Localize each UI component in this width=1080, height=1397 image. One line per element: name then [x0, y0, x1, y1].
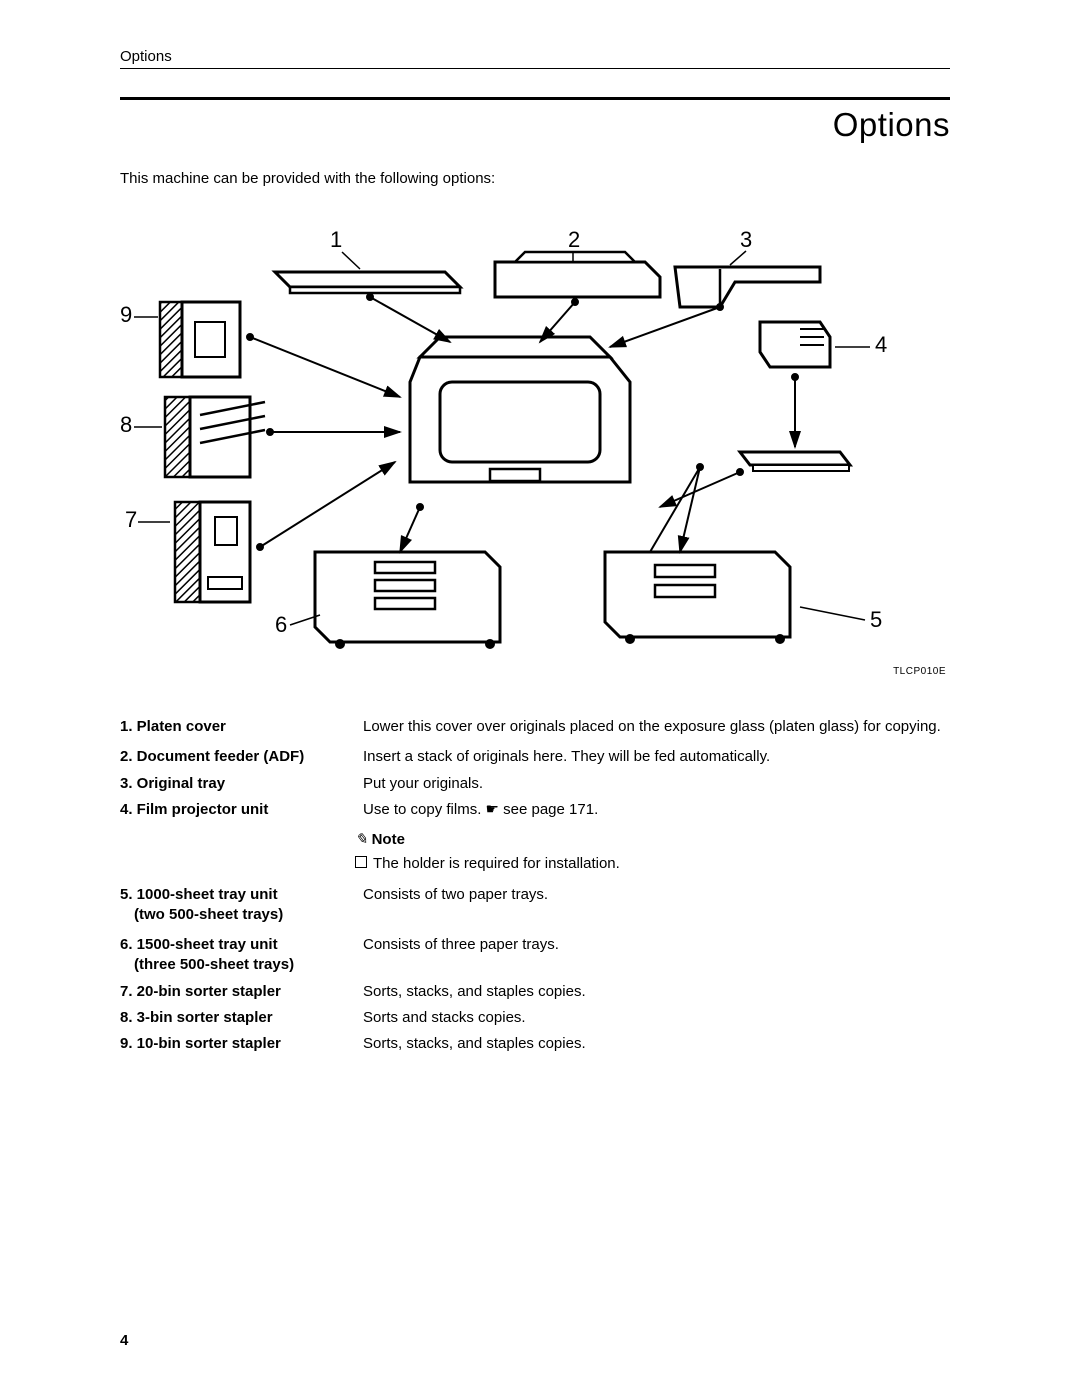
- checkbox-icon: [355, 856, 367, 868]
- option-name-6: 6. 1500-sheet tray unit (three 500-sheet…: [120, 935, 363, 976]
- svg-text:1: 1: [330, 227, 342, 252]
- option-9-10bin-sorter: [160, 302, 240, 377]
- svg-text:6: 6: [275, 612, 287, 637]
- section-title: Options: [120, 106, 950, 144]
- option-3-original-tray: [675, 267, 820, 307]
- option-desc-4: Use to copy films. ☛ see page 171.: [363, 800, 950, 820]
- option-7-20bin-sorter: [175, 502, 250, 602]
- option-6-1500-tray: [315, 552, 500, 649]
- pencil-icon: ✎: [355, 831, 368, 848]
- option-name-3: 3. Original tray: [120, 774, 363, 794]
- diagram-code: TLCP010E: [893, 666, 946, 677]
- option-name-8: 8. 3-bin sorter stapler: [120, 1008, 363, 1028]
- section-rule: [120, 97, 950, 100]
- option-desc-8: Sorts and stacks copies.: [363, 1008, 950, 1028]
- note-item-text: The holder is required for installation.: [373, 855, 620, 872]
- svg-text:5: 5: [870, 607, 882, 632]
- option-name-5: 5. 1000-sheet tray unit (two 500-sheet t…: [120, 885, 363, 926]
- option-desc-1: Lower this cover over originals placed o…: [363, 717, 950, 737]
- option-desc-5: Consists of two paper trays.: [363, 885, 950, 905]
- option-desc-6: Consists of three paper trays.: [363, 935, 950, 955]
- option-desc-2: Insert a stack of originals here. They w…: [363, 747, 950, 767]
- note-block: ✎Note The holder is required for install…: [355, 830, 950, 875]
- svg-text:2: 2: [568, 227, 580, 252]
- option-name-1: 1. Platen cover: [120, 717, 363, 737]
- option-desc-3: Put your originals.: [363, 774, 950, 794]
- intro-text: This machine can be provided with the fo…: [120, 170, 950, 187]
- page-number: 4: [120, 1332, 128, 1349]
- svg-text:3: 3: [740, 227, 752, 252]
- svg-text:7: 7: [125, 507, 137, 532]
- option-5-1000-tray: [605, 552, 790, 644]
- running-head: Options: [120, 48, 950, 69]
- option-2-adf: [495, 252, 660, 297]
- option-name-7: 7. 20-bin sorter stapler: [120, 982, 363, 1002]
- option-name-4: 4. Film projector unit: [120, 800, 363, 820]
- option-8-3bin-sorter: [165, 397, 265, 477]
- option-name-2: 2. Document feeder (ADF): [120, 747, 363, 767]
- copier-body: [410, 337, 630, 482]
- option-desc-9: Sorts, stacks, and staples copies.: [363, 1034, 950, 1054]
- svg-text:8: 8: [120, 412, 132, 437]
- note-heading: Note: [372, 831, 405, 848]
- svg-text:4: 4: [875, 332, 887, 357]
- svg-text:9: 9: [120, 302, 132, 327]
- option-1-platen-cover: [275, 272, 460, 293]
- option-desc-7: Sorts, stacks, and staples copies.: [363, 982, 950, 1002]
- options-diagram: 1 2 3 4 5 6 7 8 9 TLCP010E: [120, 207, 950, 657]
- options-list: 1. Platen cover Lower this cover over or…: [120, 717, 950, 1054]
- option-name-9: 9. 10-bin sorter stapler: [120, 1034, 363, 1054]
